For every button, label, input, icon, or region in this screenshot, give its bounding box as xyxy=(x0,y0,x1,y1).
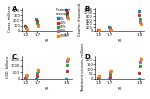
Legend: 0%, 20%, 50%, 80%, 100%: 0%, 20%, 50%, 80%, 100% xyxy=(55,7,71,38)
Text: C: C xyxy=(12,54,17,60)
X-axis label: $R_t$: $R_t$ xyxy=(117,86,123,93)
Y-axis label: Cases, millions: Cases, millions xyxy=(8,6,12,32)
Y-axis label: USD, billions: USD, billions xyxy=(6,56,10,78)
X-axis label: $R_t$: $R_t$ xyxy=(117,38,123,45)
Text: A: A xyxy=(12,6,17,12)
Text: D: D xyxy=(84,54,90,60)
Y-axis label: Deaths, thousands: Deaths, thousands xyxy=(78,2,82,36)
X-axis label: $R_t$: $R_t$ xyxy=(44,86,50,93)
Text: B: B xyxy=(84,6,90,12)
Y-axis label: Treatment courses, millions: Treatment courses, millions xyxy=(81,43,85,92)
X-axis label: $R_t$: $R_t$ xyxy=(44,38,50,45)
